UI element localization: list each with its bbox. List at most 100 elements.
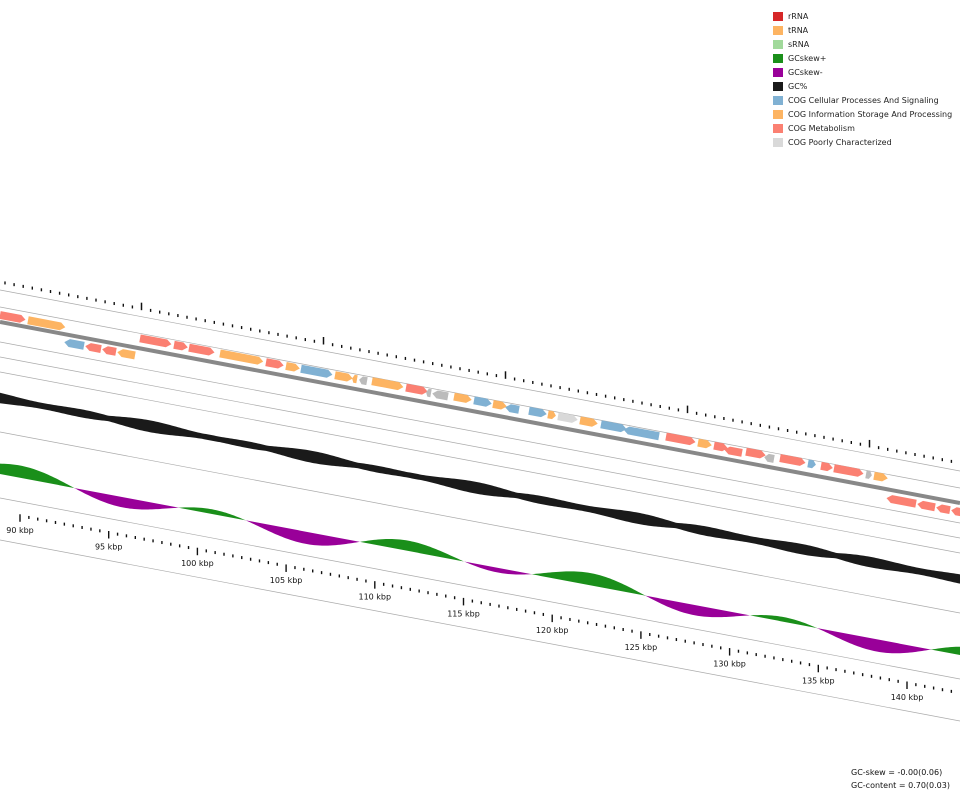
gene-arrow (473, 396, 492, 407)
legend-swatch (773, 39, 783, 49)
legend-item-trna: tRNA (773, 23, 952, 37)
legend-swatch (773, 95, 783, 105)
gene-arrow (359, 376, 368, 386)
gene-arrow (557, 412, 578, 423)
gene-arrow (547, 410, 556, 420)
gene-arrow (334, 371, 353, 382)
legend-label: sRNA (788, 39, 810, 49)
gene-arrow (764, 453, 775, 463)
tick-label: 135 kbp (802, 676, 835, 685)
gene-arrow (371, 377, 404, 391)
legend-label: rRNA (788, 11, 809, 21)
gene-features (0, 311, 960, 517)
legend-label: GCskew- (788, 67, 823, 77)
gene-arrow (951, 507, 960, 517)
guide-line (0, 371, 960, 554)
legend-swatch (773, 25, 783, 35)
legend-label: GC% (788, 81, 808, 91)
legend-item-srna: sRNA (773, 37, 952, 51)
legend-item-cog-poorly: COG Poorly Characterized (773, 135, 952, 149)
legend-label: COG Information Storage And Processing (788, 109, 953, 119)
gene-arrow (453, 392, 472, 403)
gene-arrow (833, 464, 864, 477)
gene-arrow (405, 383, 428, 395)
gene-arrow (623, 426, 660, 441)
gc-content-track (0, 392, 960, 584)
gene-arrow (665, 432, 696, 446)
guide-line (0, 341, 960, 524)
legend-swatch (773, 137, 783, 147)
legend-item-cog-information: COG Information Storage And Processing (773, 107, 952, 121)
legend-label: tRNA (788, 25, 809, 35)
gene-arrow (697, 438, 712, 449)
gene-arrow (117, 349, 136, 360)
gene-arrow (64, 339, 85, 350)
tick-label: 95 kbp (95, 542, 123, 551)
legend-swatch (773, 53, 783, 63)
gene-arrow (173, 340, 188, 351)
gene-arrow (265, 358, 284, 369)
gene-arrow (219, 349, 264, 365)
gene-arrow (139, 334, 172, 348)
gene-arrow (600, 420, 627, 433)
gene-arrow (352, 374, 358, 384)
legend-label: GCskew+ (788, 53, 827, 63)
inner-tick-ruler (19, 514, 953, 693)
guide-line (0, 539, 960, 722)
gene-arrow (432, 390, 449, 401)
legend-item-gc-percent: GC% (773, 79, 952, 93)
gene-arrow (492, 400, 507, 410)
gene-arrow (865, 470, 872, 479)
tick-label: 90 kbp (6, 526, 34, 535)
tick-label: 140 kbp (891, 693, 924, 702)
gene-arrow (0, 311, 26, 323)
gene-arrow (936, 504, 951, 514)
tick-label: 120 kbp (536, 626, 569, 635)
tick-label: 115 kbp (447, 609, 480, 618)
gene-arrow (27, 316, 66, 331)
tick-label: 105 kbp (270, 576, 303, 585)
gc-skew-negative-track (0, 474, 960, 655)
legend-swatch (773, 109, 783, 119)
guide-line (0, 356, 960, 539)
gene-arrow (285, 362, 300, 372)
legend-label: COG Poorly Characterized (788, 137, 892, 147)
legend-label: COG Cellular Processes And Signaling (788, 95, 939, 105)
tick-label: 130 kbp (713, 660, 746, 669)
gene-arrow (505, 404, 520, 414)
legend-swatch (773, 11, 783, 21)
gene-arrow (873, 471, 888, 482)
outer-tick-ruler (4, 281, 953, 463)
gene-arrow (779, 454, 806, 466)
gene-arrow (188, 343, 215, 356)
backbone-line (0, 320, 960, 505)
legend-swatch (773, 67, 783, 77)
tick-label: 100 kbp (181, 559, 214, 568)
gene-arrow (85, 343, 102, 353)
gene-arrow (300, 364, 333, 378)
gc-content-stat: GC-content = 0.70(0.03) (851, 781, 950, 790)
kbp-tick-labels: 90 kbp 95 kbp 100 kbp 105 kbp 110 kbp 115 kbp… (6, 526, 923, 702)
legend: rRNA tRNA sRNA GCskew+ GCskew- GC% COG C… (773, 9, 952, 149)
tick-label: 125 kbp (625, 643, 658, 652)
legend-swatch (773, 81, 783, 91)
gene-arrow (579, 416, 598, 427)
legend-swatch (773, 123, 783, 133)
gene-arrow (724, 446, 743, 457)
gene-arrow (917, 500, 936, 512)
gene-arrow (886, 495, 917, 508)
gene-arrow (528, 406, 547, 418)
legend-label: COG Metabolism (788, 123, 855, 133)
gene-arrow (807, 459, 816, 469)
gene-arrow (745, 447, 766, 459)
legend-item-cog-metabolism: COG Metabolism (773, 121, 952, 135)
gc-skew-stat: GC-skew = -0.00(0.06) (851, 768, 943, 777)
gene-arrow (713, 441, 728, 452)
guide-line (0, 431, 960, 614)
track-guide-lines (0, 289, 960, 722)
guide-line (0, 497, 960, 680)
tick-label: 110 kbp (358, 593, 391, 602)
legend-item-cog-cellular: COG Cellular Processes And Signaling (773, 93, 952, 107)
stats-block: GC-skew = -0.00(0.06) GC-content = 0.70(… (851, 766, 950, 792)
